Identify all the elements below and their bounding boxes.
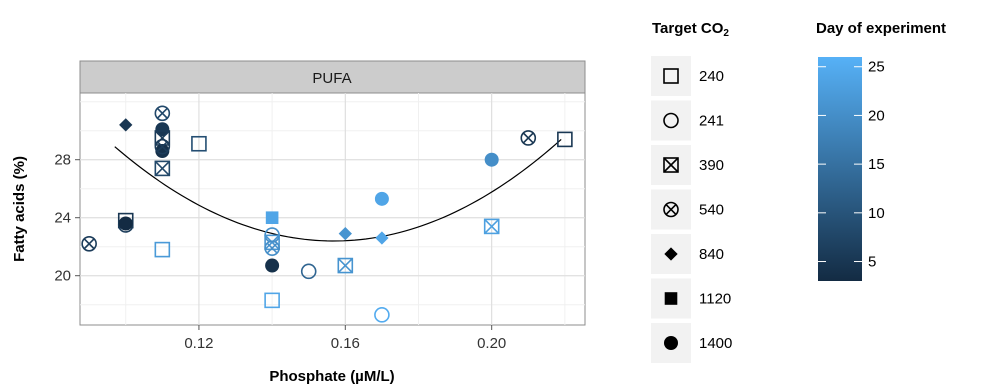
data-point bbox=[520, 130, 537, 146]
y-tick-label: 24 bbox=[54, 210, 71, 227]
data-point bbox=[154, 105, 171, 122]
data-point bbox=[118, 216, 133, 231]
y-tick-label: 28 bbox=[54, 152, 71, 169]
shape-legend-label: 540 bbox=[699, 202, 724, 219]
color-legend-bar bbox=[818, 57, 862, 281]
x-tick-label: 0.20 bbox=[477, 335, 506, 352]
data-point bbox=[155, 122, 170, 137]
data-point bbox=[119, 118, 133, 132]
color-legend-label: 20 bbox=[868, 107, 885, 124]
x-axis-title: Phosphate (µM/L) bbox=[269, 368, 394, 385]
shape-legend-symbol bbox=[664, 247, 678, 261]
data-point bbox=[300, 263, 317, 280]
shape-legend-symbol bbox=[663, 112, 679, 129]
data-point bbox=[483, 218, 500, 235]
shape-legend-title-sub: 2 bbox=[723, 28, 729, 39]
data-point bbox=[191, 135, 207, 152]
shape-legend-symbol bbox=[663, 201, 679, 218]
fit-curve-layer bbox=[114, 138, 562, 242]
color-legend-label: 25 bbox=[868, 59, 885, 76]
color-legend-ticks: 5 10 15 20 25 bbox=[818, 59, 885, 271]
data-point bbox=[264, 240, 280, 256]
fit-curve bbox=[114, 138, 562, 242]
shape-legend: 240 241 390 540 840 1120 1400 bbox=[651, 56, 732, 363]
data-point bbox=[154, 241, 171, 258]
data-point bbox=[155, 144, 170, 158]
color-legend-label: 15 bbox=[868, 156, 885, 173]
data-point bbox=[337, 257, 354, 274]
data-point bbox=[264, 292, 280, 309]
shape-legend-symbol bbox=[663, 157, 679, 173]
shape-legend-label: 390 bbox=[699, 157, 724, 174]
data-point bbox=[264, 234, 280, 251]
data-point bbox=[154, 160, 171, 177]
shape-legend-symbol bbox=[663, 68, 679, 84]
shape-legend-title-main: Target CO bbox=[652, 20, 724, 37]
shape-legend-key bbox=[651, 100, 691, 141]
x-axis: 0.12 0.16 0.20 bbox=[184, 325, 506, 352]
data-point bbox=[375, 231, 389, 245]
shape-legend-label: 241 bbox=[699, 113, 724, 130]
y-axis-title: Fatty acids (%) bbox=[11, 156, 28, 262]
y-tick-label: 20 bbox=[54, 268, 71, 285]
shape-legend-symbol bbox=[664, 292, 678, 305]
data-point bbox=[265, 211, 279, 224]
facet-label: PUFA bbox=[312, 70, 351, 87]
y-axis: 20 24 28 bbox=[54, 152, 80, 285]
data-point bbox=[154, 138, 171, 155]
data-point bbox=[374, 307, 390, 323]
x-tick-label: 0.12 bbox=[184, 335, 213, 352]
data-point bbox=[265, 258, 280, 273]
data-point bbox=[81, 236, 97, 252]
shape-legend-label: 1400 bbox=[699, 335, 732, 352]
shape-legend-key bbox=[651, 56, 691, 96]
shape-legend-label: 1120 bbox=[699, 291, 731, 308]
color-legend-title: Day of experiment bbox=[816, 20, 946, 37]
data-point bbox=[338, 227, 352, 241]
shape-legend-symbol bbox=[664, 336, 678, 350]
shape-legend-label: 240 bbox=[699, 68, 724, 85]
data-point bbox=[484, 152, 499, 167]
color-legend-label: 10 bbox=[868, 205, 885, 222]
shape-legend-title: Target CO2 bbox=[652, 20, 729, 39]
shape-legend-label: 840 bbox=[699, 246, 724, 263]
data-points bbox=[81, 105, 573, 323]
data-point bbox=[374, 191, 389, 206]
color-legend-label: 5 bbox=[868, 254, 876, 271]
x-tick-label: 0.16 bbox=[331, 335, 360, 352]
facet-strip bbox=[79, 60, 586, 94]
data-point bbox=[557, 131, 573, 148]
